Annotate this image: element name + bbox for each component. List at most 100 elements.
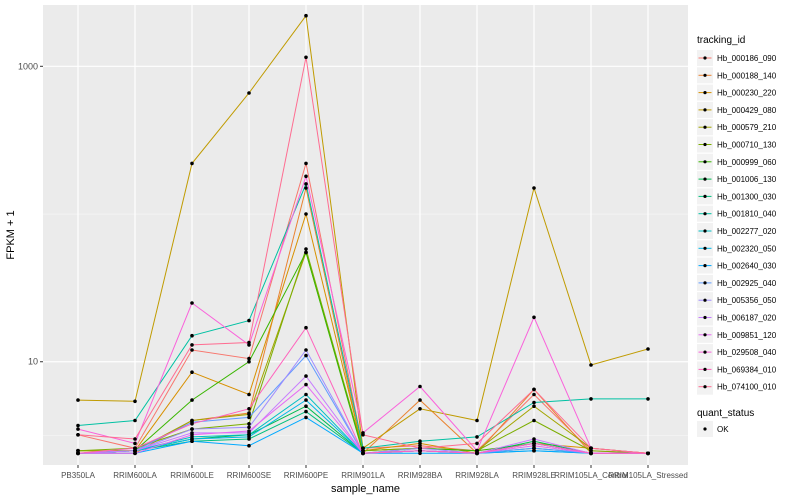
x-tick-label: RRIM928LA [455,471,499,480]
data-point [247,318,251,323]
data-point [532,437,536,441]
x-axis-title: sample_name [331,483,400,495]
data-point [133,441,137,446]
y-axis-title: FPKM + 1 [5,210,17,259]
data-point [133,437,137,441]
data-point [646,397,650,401]
data-point [190,161,194,166]
legend-key-point [703,125,707,129]
data-point [475,451,479,456]
x-axis: PB350LA RRIM600LA RRIM600LE RRIM600SE RRIM60… [61,465,688,480]
data-point [76,423,80,428]
y-tick-label: 1000 [18,61,38,71]
x-tick-label: RRIM928LE [512,471,556,480]
data-point [361,446,365,451]
data-point [361,448,365,453]
data-point [76,451,80,456]
data-point [532,186,536,190]
y-axis: 10 1000 [18,61,43,367]
legend2-item-label: OK [717,425,729,434]
legend-item-label: Hb_001006_130 [717,175,777,184]
data-point [361,433,365,437]
legend-tracking-id: tracking_id Hb_000186_090 Hb_000188_140 Hb… [697,35,777,395]
data-point [247,422,251,426]
legend-item-label: Hb_006187_020 [717,314,777,323]
data-point [133,451,137,456]
data-point [247,429,251,433]
plot-panel [43,5,688,465]
data-point [133,399,137,404]
legend-title: tracking_id [697,35,745,46]
legend-item-label: Hb_005356_050 [717,296,777,305]
data-point [247,412,251,417]
data-point [532,387,536,392]
data-point [190,427,194,431]
x-tick-label: PB350LA [61,471,95,480]
data-point [76,398,80,402]
data-point [304,55,308,60]
legend-item-label: Hb_002640_030 [717,262,777,271]
data-point [418,398,422,402]
legend-item-label: Hb_002925_040 [717,279,777,288]
legend-item-label: Hb_002277_020 [717,227,777,236]
legend-quant-status: quant_status OK [697,408,754,437]
data-point [304,325,308,330]
data-point [418,448,422,453]
legend-item-label: Hb_029508_040 [717,348,777,357]
data-point [304,348,308,352]
legend-item-label: Hb_000579_210 [717,123,777,132]
data-point [133,446,137,451]
data-point [475,435,479,439]
legend2-key-point [703,427,707,431]
data-point [532,418,536,423]
data-point [304,13,308,18]
data-point [532,446,536,451]
data-point [247,415,251,420]
grid-lines [43,5,688,465]
data-point [190,343,194,347]
data-point [247,407,251,411]
data-point [475,441,479,446]
legend-key-point [703,264,707,268]
data-point [304,415,308,420]
legend-key-point [703,298,707,302]
x-tick-label: RRIM105LA_Control [554,471,628,480]
data-point [304,182,308,186]
legend-key-point [703,350,707,354]
data-point [190,301,194,305]
data-point [190,348,194,352]
legend-item-label: Hb_001810_040 [717,210,777,219]
x-tick-label: RRIM105LA_Stressed [608,471,688,480]
data-point [247,359,251,364]
data-point [589,363,593,367]
data-point [532,315,536,320]
legend-key-point [703,333,707,337]
legend-item-label: Hb_000186_090 [717,54,777,63]
data-point [304,353,308,358]
data-point [532,400,536,405]
data-point [247,356,251,361]
data-point [304,174,308,179]
data-point [76,448,80,453]
data-point [190,439,194,444]
data-point [133,448,137,453]
data-point [190,398,194,402]
legend-key-point [703,315,707,320]
data-point [304,409,308,414]
data-point [304,250,308,255]
data-point [304,404,308,409]
x-tick-label: RRIM901LA [341,471,385,480]
data-point [361,451,365,456]
data-point [190,422,194,426]
legend-key-point [703,56,707,60]
data-point [247,392,251,397]
data-point [190,333,194,338]
legend-key-point [703,229,707,233]
data-point [532,404,536,409]
x-tick-label: RRIM600SE [227,471,271,480]
y-tick-label: 10 [28,357,38,367]
data-point [304,247,308,251]
legend-item-label: Hb_000710_130 [717,141,777,150]
legend-key-point [703,281,707,285]
